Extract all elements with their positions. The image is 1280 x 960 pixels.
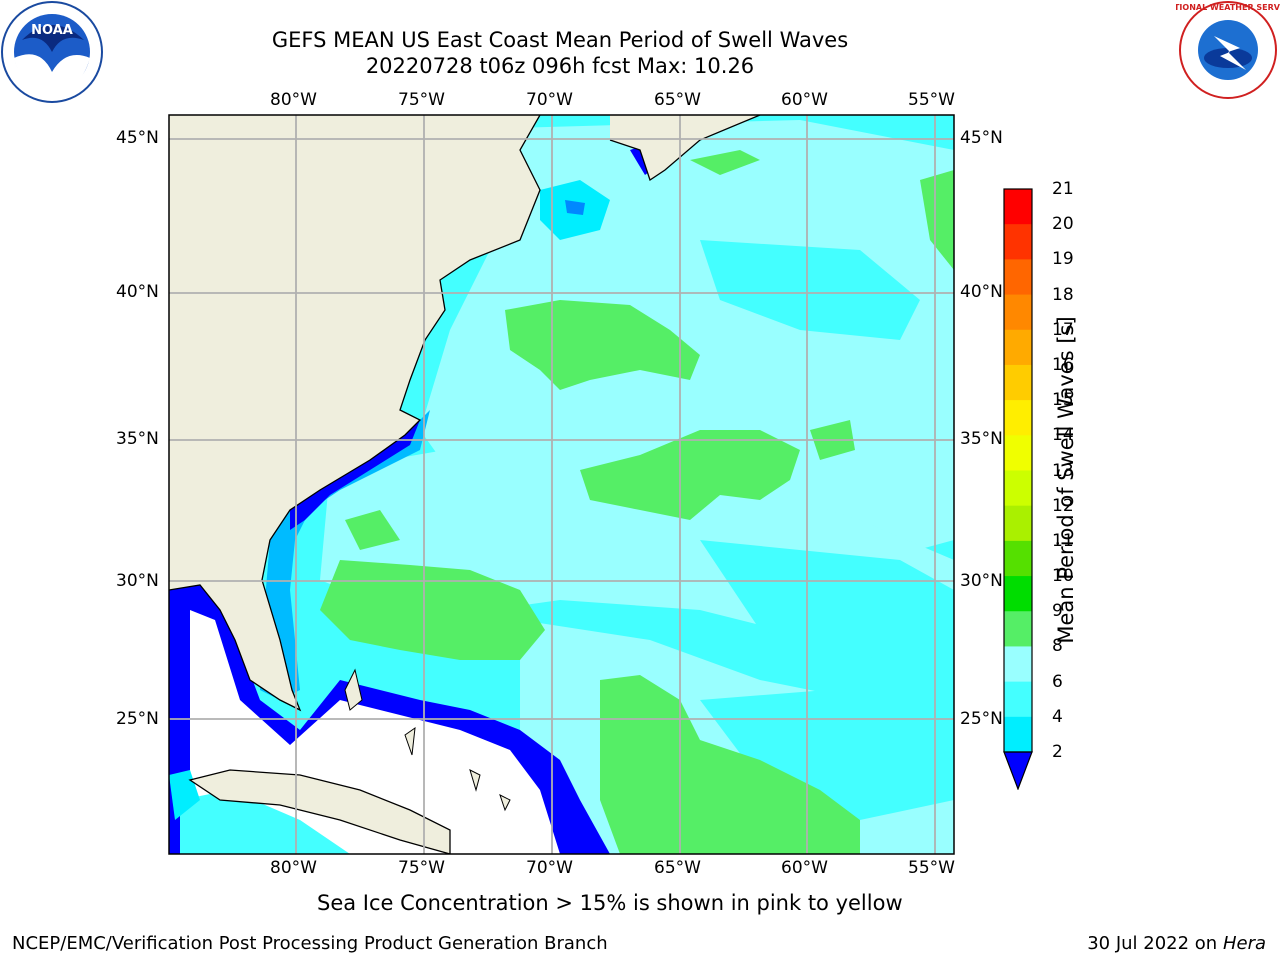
colorbar-segment: [1004, 646, 1032, 683]
map-field: [169, 115, 954, 854]
colorbar-segment: [1004, 400, 1032, 436]
lon-label-bottom-75w: 75°W: [398, 858, 445, 878]
footer-date-text: 30 Jul 2022 on: [1087, 933, 1223, 954]
colorbar-tick-label: 19: [1052, 249, 1074, 270]
colorbar-segment: [1004, 540, 1032, 577]
colorbar-tick-label: 4: [1052, 706, 1063, 727]
colorbar-tick-label: 12: [1052, 495, 1074, 516]
colorbar-tick-label: 16: [1052, 354, 1074, 375]
lon-label-bottom-55w: 55°W: [908, 858, 955, 878]
colorbar-segment: [1004, 681, 1032, 718]
noaa-logo-icon: NOAA: [1, 1, 103, 103]
colorbar-segment: [1004, 259, 1032, 296]
colorbar-segment: [1004, 189, 1032, 225]
gulf-cyan-patch: [169, 770, 200, 820]
colorbar-tick-label: 10: [1052, 566, 1074, 587]
green-patch-small-2: [345, 510, 400, 550]
cyan-patch-north: [700, 240, 920, 340]
us-coastline: [169, 115, 541, 712]
lat-label-left-25n: 25°N: [116, 709, 159, 729]
colorbar-tick-label: 2: [1052, 742, 1063, 762]
map-subtitle: 20220728 t06z 096h fcst Max: 10.26: [365, 54, 755, 78]
lon-label-top-70w: 70°W: [526, 90, 573, 110]
bahamas-islands: [344, 668, 511, 812]
footer-machine: Hera: [1222, 933, 1266, 954]
cyan-patch-southeast: [700, 680, 954, 820]
lon-label-top-60w: 60°W: [781, 90, 828, 110]
green-patch-central: [580, 430, 800, 520]
canada-land: [610, 115, 760, 180]
green-patch-bahamas-north: [320, 560, 545, 660]
footer-date: 30 Jul 2022 on Hera: [1087, 933, 1266, 954]
colorbar-tick-label: 11: [1052, 530, 1074, 551]
lat-label-right-30n: 30°N: [960, 571, 1003, 591]
lat-label-left-40n: 40°N: [116, 282, 159, 302]
colorbar-extension: [1003, 751, 1033, 790]
footer-branch: NCEP/EMC/Verification Post Processing Pr…: [12, 933, 608, 954]
green-patch-east: [920, 170, 954, 270]
colorbar-tick-label: 20: [1052, 214, 1074, 235]
lon-label-top-75w: 75°W: [398, 90, 445, 110]
lat-label-right-35n: 35°N: [960, 429, 1003, 449]
cyan-patch-east: [700, 540, 954, 660]
colorbar-tick-label: 9: [1052, 601, 1063, 622]
lat-label-right-45n: 45°N: [960, 128, 1003, 148]
nws-logo-icon: NATIONAL WEATHER SERVICE: [1176, 1, 1280, 99]
lat-label-right-25n: 25°N: [960, 709, 1003, 729]
canada-coastline: [609, 115, 761, 182]
sea-ice-caption: Sea Ice Concentration > 15% is shown in …: [317, 891, 903, 915]
colorbar-segment: [1004, 470, 1032, 507]
colorbar-tick-label: 14: [1052, 425, 1074, 446]
lon-label-bottom-65w: 65°W: [654, 858, 701, 878]
colorbar-segment: [1004, 329, 1032, 366]
colorbar-segment: [1004, 716, 1032, 753]
colorbar-segment: [1004, 294, 1032, 331]
map-frame: [168, 114, 955, 855]
map-title: GEFS MEAN US East Coast Mean Period of S…: [271, 28, 849, 52]
cuba-coastline: [188, 769, 451, 854]
colorbar-frame: [1003, 188, 1033, 753]
green-patch-nova-scotia: [690, 150, 760, 175]
colorbar-label: Mean Period of Swell Waves [s]: [1054, 316, 1078, 644]
colorbar-segment: [1004, 505, 1032, 542]
colorbar-tick-label: 18: [1052, 284, 1074, 305]
lon-label-bottom-70w: 70°W: [526, 858, 573, 878]
noaa-logo-text: NOAA: [31, 23, 73, 38]
colorbar-tick-label: 13: [1052, 460, 1074, 481]
lat-label-left-30n: 30°N: [116, 571, 159, 591]
lon-label-top-65w: 65°W: [654, 90, 701, 110]
lon-label-top-55w: 55°W: [908, 90, 955, 110]
colorbar: [1003, 188, 1033, 790]
colorbar-segment: [1004, 224, 1032, 260]
lon-label-bottom-80w: 80°W: [270, 858, 317, 878]
lon-label-top-80w: 80°W: [270, 90, 317, 110]
green-patch-north: [505, 300, 700, 390]
colorbar-segment: [1004, 576, 1032, 612]
cuba-land: [190, 770, 450, 854]
colorbar-tick-label: 6: [1052, 671, 1063, 692]
colorbar-segments: [1003, 189, 1033, 790]
colorbar-tick-label: 8: [1052, 636, 1063, 657]
nws-logo-text: NATIONAL WEATHER SERVICE: [1176, 3, 1280, 12]
colorbar-segment: [1004, 364, 1032, 401]
lat-label-left-35n: 35°N: [116, 429, 159, 449]
caribbean-cyan-patch: [180, 790, 350, 854]
colorbar-tick-label: 21: [1052, 179, 1074, 199]
colorbar-segment: [1004, 611, 1032, 647]
colorbar-tick-label: 15: [1052, 390, 1074, 411]
us-east-coast-land: [169, 115, 540, 710]
gulf-of-maine-blue: [565, 200, 585, 215]
colorbar-segment: [1004, 435, 1032, 471]
pei-land: [680, 120, 710, 140]
lat-label-right-40n: 40°N: [960, 282, 1003, 302]
lat-label-left-45n: 45°N: [116, 128, 159, 148]
lon-label-bottom-60w: 60°W: [781, 858, 828, 878]
colorbar-tick-label: 17: [1052, 319, 1074, 340]
map-gridlines: [169, 115, 954, 854]
